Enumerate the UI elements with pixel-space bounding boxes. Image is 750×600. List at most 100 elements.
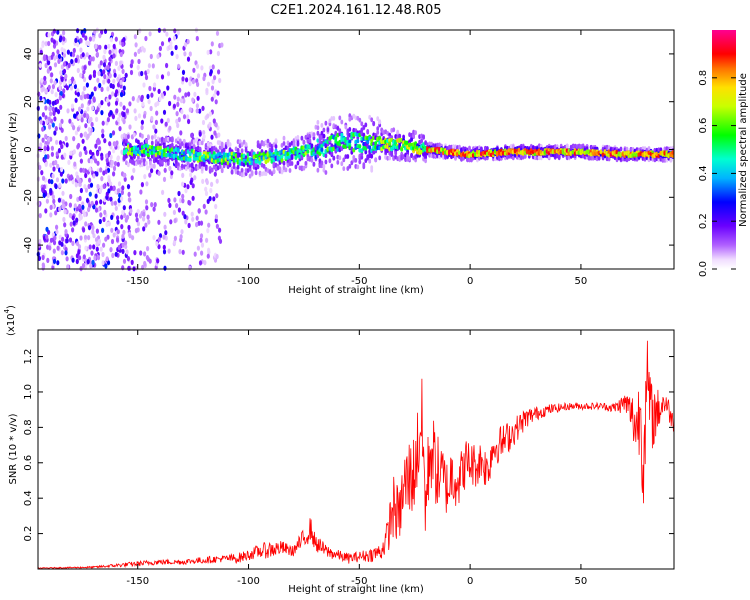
spectrogram-cell bbox=[108, 141, 112, 147]
spectrogram-cell bbox=[348, 126, 352, 132]
spectrogram-cell bbox=[81, 91, 85, 97]
spectrogram-cell bbox=[44, 41, 48, 47]
spectrogram-cell bbox=[112, 165, 117, 172]
spectrogram-cell bbox=[181, 193, 185, 199]
spectrogram-cell bbox=[102, 216, 106, 223]
spectrogram-cell bbox=[49, 187, 53, 194]
spectrogram-cell bbox=[57, 148, 62, 154]
spectrogram-cell bbox=[215, 223, 219, 229]
spectrogram-cell bbox=[154, 128, 158, 134]
spectrogram-cell bbox=[111, 48, 115, 54]
spectrogram-cell bbox=[113, 141, 117, 147]
spectrogram-cell bbox=[370, 117, 374, 123]
spectrogram-cell bbox=[44, 154, 48, 160]
snr-panel: -150 -100 -50 0 50 0.2 0.4 0.6 0.8 1.0 1.2 Height… bbox=[3, 305, 675, 595]
spectrogram-cell bbox=[338, 128, 342, 134]
spectrogram-cell bbox=[108, 94, 112, 100]
spectrogram-cell bbox=[38, 164, 42, 171]
spectrogram-cell bbox=[322, 164, 326, 169]
spectrogram-cell bbox=[148, 172, 152, 178]
spectrogram-cell bbox=[76, 126, 80, 132]
spectrogram-cell bbox=[184, 219, 188, 225]
spectrogram-cell bbox=[54, 159, 58, 166]
spectrogram-cell bbox=[62, 216, 66, 223]
spectrogram-cell bbox=[86, 133, 90, 139]
y-tick-label: 1.2 bbox=[23, 349, 34, 365]
spectrogram-cell bbox=[94, 200, 99, 206]
spectrogram-cell bbox=[191, 79, 195, 85]
spectrogram-cell bbox=[376, 126, 380, 131]
spectrogram-cell bbox=[51, 84, 56, 90]
spectrogram-cell bbox=[358, 144, 362, 149]
spectrogram-cell bbox=[79, 94, 83, 101]
spectrogram-cell bbox=[174, 44, 178, 51]
spectrogram-cell bbox=[46, 68, 50, 74]
spectrogram-cell bbox=[61, 236, 65, 242]
spectrogram-cell bbox=[138, 213, 143, 219]
spectrogram-cell bbox=[400, 147, 404, 152]
spectrogram-cell bbox=[64, 73, 68, 79]
spectrogram-cell bbox=[77, 249, 81, 255]
spectrogram-cell bbox=[240, 172, 244, 178]
spectrogram-cell bbox=[66, 49, 70, 55]
spectrogram-cell bbox=[84, 221, 88, 227]
spectrogram-cell bbox=[296, 141, 300, 147]
spectrogram-cell bbox=[98, 188, 103, 194]
spectrogram-cell bbox=[204, 186, 208, 192]
spectrogram-cell bbox=[41, 112, 46, 118]
spectrogram-cell bbox=[117, 65, 121, 71]
spectrogram-cell bbox=[302, 165, 306, 171]
spectrogram-cell bbox=[109, 196, 113, 202]
spectrogram-cell bbox=[240, 148, 244, 154]
spectrogram-cell bbox=[123, 176, 127, 182]
spectrogram-cell bbox=[50, 54, 54, 60]
spectrogram-cell bbox=[197, 208, 201, 214]
spectrogram-cell bbox=[110, 159, 114, 166]
spectrogram-cell bbox=[68, 79, 72, 85]
spectrogram-cell bbox=[316, 125, 320, 131]
y-tick-label: 0.8 bbox=[23, 419, 34, 435]
spectrogram-cell bbox=[119, 101, 123, 107]
spectrogram-cell bbox=[202, 75, 206, 82]
spectrogram-cell bbox=[65, 256, 69, 262]
spectrogram-cell bbox=[206, 49, 210, 56]
colorbar-tick-label: 0.2 bbox=[698, 213, 709, 229]
spectrogram-cell bbox=[114, 60, 118, 66]
spectrogram-cell bbox=[264, 171, 268, 177]
spectrogram-cell bbox=[53, 62, 58, 68]
colorbar-tick-label: 0.0 bbox=[698, 261, 709, 277]
spectrogram-cell bbox=[202, 161, 206, 167]
spectrogram-cell bbox=[204, 166, 208, 171]
spectrogram-cell bbox=[217, 132, 221, 138]
spectrogram-cell bbox=[324, 159, 328, 165]
spectrogram-cell bbox=[95, 228, 99, 234]
spectrogram-cell bbox=[142, 211, 146, 217]
spectrogram-cell bbox=[120, 224, 124, 230]
spectrogram-cell bbox=[200, 140, 204, 146]
spectrogram-cell bbox=[56, 245, 60, 251]
spectrogram-cell bbox=[162, 109, 167, 115]
spectrogram-cell bbox=[182, 114, 187, 120]
spectrogram-cell bbox=[177, 63, 181, 69]
spectrogram-cell bbox=[185, 77, 189, 83]
spectrogram-cell bbox=[180, 141, 184, 147]
spectrogram-cell bbox=[169, 44, 173, 50]
spectrogram-cell bbox=[168, 165, 172, 172]
spectrogram-cell bbox=[547, 155, 551, 160]
spectrogram-cell bbox=[258, 144, 262, 150]
spectrogram-cell bbox=[160, 41, 165, 47]
spectrogram-cell bbox=[318, 163, 322, 169]
spectrogram-cell bbox=[292, 142, 296, 147]
spectrogram-cell bbox=[47, 116, 51, 122]
spectrogram-cell bbox=[89, 158, 94, 164]
spectrogram-cell bbox=[290, 154, 294, 160]
spectrogram-cell bbox=[200, 166, 204, 172]
spectrogram-cell bbox=[388, 141, 392, 146]
spectrogram-cell bbox=[210, 167, 214, 173]
spectrogram-cell bbox=[96, 77, 100, 83]
spectrogram-cell bbox=[76, 91, 80, 97]
spectrogram-cell bbox=[262, 163, 266, 169]
spectrogram-cell bbox=[94, 193, 98, 199]
spectrogram-cell bbox=[87, 127, 91, 133]
